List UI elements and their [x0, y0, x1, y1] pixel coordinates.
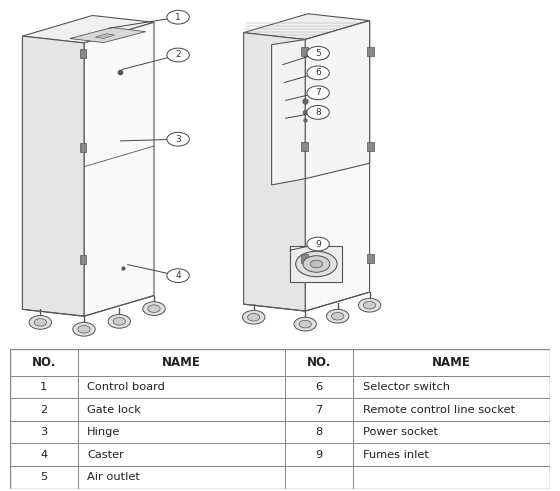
Text: 5: 5: [40, 472, 48, 482]
Text: 9: 9: [315, 450, 323, 460]
Polygon shape: [305, 21, 370, 311]
Circle shape: [167, 269, 189, 282]
Text: 3: 3: [40, 427, 48, 437]
Bar: [80, 143, 86, 152]
Text: NAME: NAME: [432, 356, 471, 369]
Circle shape: [299, 320, 311, 328]
Polygon shape: [305, 21, 370, 179]
Bar: [367, 254, 374, 263]
Text: Remote control line socket: Remote control line socket: [362, 405, 515, 415]
Text: 3: 3: [175, 135, 181, 144]
Text: NO.: NO.: [31, 356, 56, 369]
Polygon shape: [84, 22, 154, 316]
Text: 2: 2: [175, 51, 181, 59]
Text: Gate lock: Gate lock: [87, 405, 141, 415]
Circle shape: [108, 315, 130, 328]
Text: 2: 2: [40, 405, 48, 415]
Circle shape: [34, 319, 46, 326]
Text: 6: 6: [315, 68, 321, 78]
Bar: [301, 47, 308, 56]
Text: Control board: Control board: [87, 382, 165, 392]
Text: NAME: NAME: [162, 356, 201, 369]
Circle shape: [167, 10, 189, 24]
Circle shape: [242, 310, 265, 324]
Polygon shape: [95, 34, 115, 38]
Circle shape: [303, 256, 330, 272]
Circle shape: [248, 313, 260, 321]
Circle shape: [73, 323, 95, 336]
Text: 7: 7: [315, 88, 321, 97]
Bar: [301, 141, 308, 151]
Polygon shape: [272, 40, 305, 185]
Text: 9: 9: [315, 240, 321, 248]
Text: NO.: NO.: [307, 356, 332, 369]
Text: Power socket: Power socket: [362, 427, 437, 437]
Bar: [290, 246, 342, 282]
Text: 6: 6: [316, 382, 323, 392]
Circle shape: [307, 47, 329, 60]
Circle shape: [363, 301, 376, 309]
Circle shape: [29, 316, 52, 329]
Text: Hinge: Hinge: [87, 427, 120, 437]
Circle shape: [332, 312, 344, 320]
Circle shape: [148, 305, 160, 312]
Text: 5: 5: [315, 49, 321, 58]
Circle shape: [167, 48, 189, 62]
Bar: [80, 255, 86, 264]
Text: 4: 4: [175, 271, 181, 280]
Circle shape: [296, 251, 337, 277]
Polygon shape: [70, 27, 146, 43]
Polygon shape: [22, 16, 154, 43]
Polygon shape: [22, 36, 84, 316]
Circle shape: [310, 260, 323, 268]
Circle shape: [167, 132, 189, 146]
Polygon shape: [244, 14, 370, 40]
Text: Caster: Caster: [87, 450, 124, 460]
Circle shape: [78, 326, 90, 333]
Bar: [301, 254, 308, 263]
Text: 4: 4: [40, 450, 48, 460]
Circle shape: [307, 237, 329, 251]
Text: Selector switch: Selector switch: [362, 382, 450, 392]
Text: Fumes inlet: Fumes inlet: [362, 450, 428, 460]
Bar: [367, 141, 374, 151]
Circle shape: [326, 309, 349, 323]
Text: 1: 1: [40, 382, 48, 392]
Circle shape: [358, 299, 381, 312]
Bar: [80, 49, 86, 58]
Text: 8: 8: [315, 427, 323, 437]
Circle shape: [307, 66, 329, 80]
Circle shape: [143, 302, 165, 316]
Text: Air outlet: Air outlet: [87, 472, 140, 482]
Text: 8: 8: [315, 108, 321, 117]
Text: 7: 7: [315, 405, 323, 415]
Polygon shape: [244, 32, 305, 311]
Circle shape: [307, 86, 329, 100]
Circle shape: [113, 318, 125, 325]
Text: 1: 1: [175, 13, 181, 22]
Circle shape: [307, 106, 329, 119]
Circle shape: [294, 317, 316, 331]
Bar: [367, 47, 374, 56]
